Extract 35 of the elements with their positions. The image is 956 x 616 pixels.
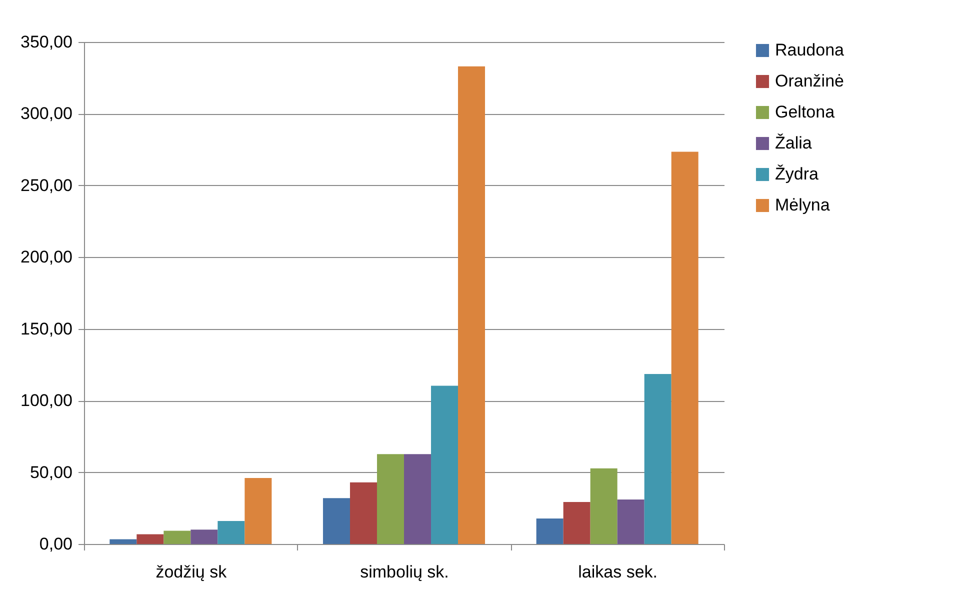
x-tick-label: žodžių sk xyxy=(156,562,228,582)
y-tick-label: 250,00 xyxy=(20,176,72,195)
legend-label: Žydra xyxy=(775,164,819,184)
x-tick-label: simbolių sk. xyxy=(360,562,449,582)
bar xyxy=(244,478,272,544)
legend-label: Geltona xyxy=(775,102,836,122)
legend-label: Oranžinė xyxy=(775,72,844,90)
bar xyxy=(563,502,590,544)
y-tick-label: 100,00 xyxy=(20,391,72,410)
bar xyxy=(671,152,698,544)
y-tick-label: 200,00 xyxy=(20,248,72,267)
y-tick-label: 150,00 xyxy=(20,319,72,338)
bar xyxy=(376,454,404,544)
bar xyxy=(350,482,377,544)
bar xyxy=(536,518,564,544)
legend-label: Žalia xyxy=(775,134,812,152)
bar xyxy=(431,386,458,544)
bar xyxy=(164,530,191,544)
bar xyxy=(458,66,486,544)
y-tick-label: 300,00 xyxy=(20,104,72,124)
bar xyxy=(590,468,618,544)
bar xyxy=(110,539,137,544)
bar xyxy=(190,530,218,544)
bar xyxy=(218,521,245,544)
legend-label: Raudona xyxy=(775,40,845,60)
x-tick-label: laikas sek. xyxy=(578,562,658,582)
bar xyxy=(404,454,432,544)
bar xyxy=(644,374,672,544)
bar xyxy=(136,534,164,544)
legend-label: Mėlyna xyxy=(775,196,830,214)
y-tick-label: 350,00 xyxy=(20,32,72,52)
y-tick-label: 50,00 xyxy=(30,462,72,482)
bar xyxy=(617,500,644,544)
bar xyxy=(322,498,350,544)
y-tick-label: 0,00 xyxy=(39,534,72,554)
